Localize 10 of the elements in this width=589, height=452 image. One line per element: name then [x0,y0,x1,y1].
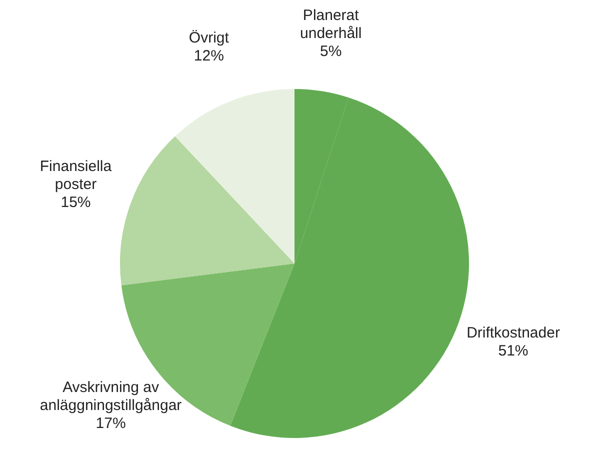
slice-label: Finansiella poster [40,158,112,193]
data-label: 12% [194,47,224,64]
data-label: 5% [320,43,342,60]
slice-label: Övrigt [188,29,230,46]
data-label: 51% [498,342,528,360]
slice-label: Driftkostnader [466,324,560,342]
slice-label: Planerat underhåll [300,7,362,42]
data-label: 15% [60,194,91,211]
slice-label: Avskrivning av anläggningstillgångar [40,379,182,414]
data-label: 17% [96,415,126,432]
